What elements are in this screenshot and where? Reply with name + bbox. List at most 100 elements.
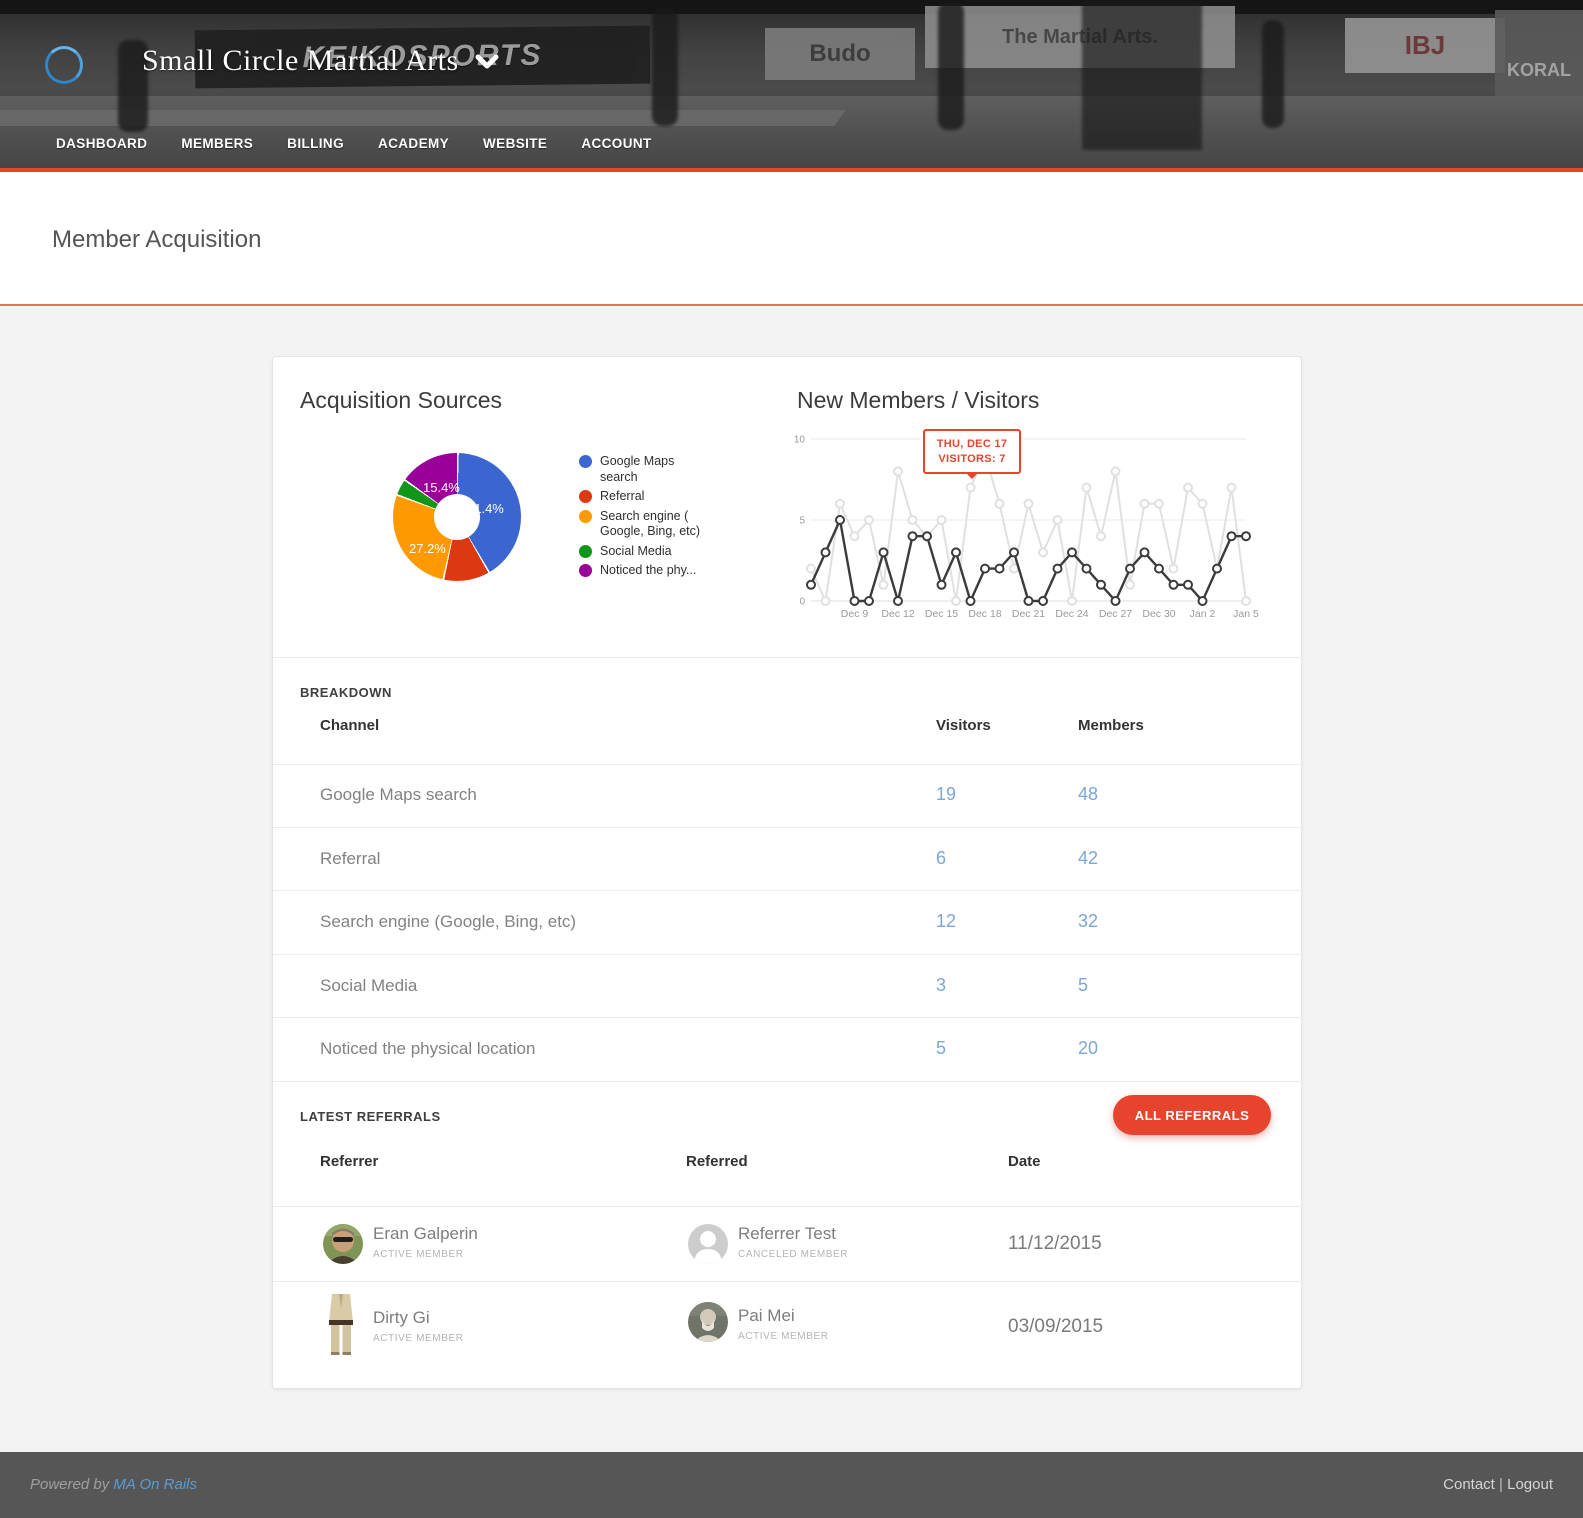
breakdown-row-referral: Referral 6 42 [273,828,1303,891]
nav-item-academy[interactable]: ACADEMY [377,136,450,151]
breakdown-row-social-media: Social Media 3 5 [273,955,1303,1018]
channel-label: Social Media [320,975,418,995]
referred-name: Referrer Test [738,1224,836,1243]
chevron-down-icon [475,54,499,68]
visitors-count-link[interactable]: 12 [936,911,957,931]
header-photo-floor [0,96,1583,168]
breakdown-section-label: BREAKDOWN [300,685,392,700]
svg-text:0: 0 [799,597,805,608]
svg-text:Dec 9: Dec 9 [841,608,869,620]
pie-donut-hole [434,494,480,540]
visitors-count-link[interactable]: 3 [936,974,947,995]
header-photo-figure [1262,20,1284,128]
svg-text:Dec 27: Dec 27 [1099,608,1132,620]
all-referrals-button[interactable]: ALL REFERRALS [1113,1095,1271,1135]
svg-text:10: 10 [794,435,806,446]
column-header-date: Date [1008,1153,1041,1170]
members-count-link[interactable]: 5 [1078,974,1089,995]
new-members-visitors-line-chart: 0 5 10 Dec 9 Dec 12 Dec 15 Dec 18 Dec 21 Dec 24 D… [794,435,1259,621]
legend-dot-icon [579,455,592,468]
tooltip-value: VISITORS: 7 [938,453,1006,465]
svg-text:Dec 21: Dec 21 [1012,608,1045,620]
chart-tooltip: THU, DEC 17 VISITORS: 7 [923,429,1021,479]
sources-chart-title: Acquisition Sources [300,387,502,413]
visitors-count-link[interactable]: 6 [936,847,947,868]
visitors-count-link[interactable]: 19 [936,784,957,804]
header-photo-figure [938,2,964,130]
referral-date: 11/12/2015 [1008,1233,1102,1254]
header-photo-figure [1082,0,1202,150]
pie-label-noticed: 15.4% [423,480,460,495]
contact-link[interactable]: Contact [1443,1476,1495,1493]
column-header-referrer: Referrer [320,1153,379,1170]
legend-dot-icon [579,509,592,523]
referred-avatar [688,1224,728,1264]
pie-label-search-engine: 27.2% [409,541,446,556]
svg-text:Dec 24: Dec 24 [1055,608,1088,620]
header-photo-figure [652,8,678,126]
members-count-link[interactable]: 42 [1078,847,1099,868]
referrer-status: ACTIVE MEMBER [373,1249,464,1260]
svg-text:Dec 15: Dec 15 [925,608,958,620]
member-acquisition-card: Acquisition Sources New Members / Visito… [272,356,1303,1389]
visitors-count-link[interactable]: 5 [936,1038,947,1058]
column-header-referred: Referred [686,1153,748,1170]
channel-label: Search engine (Google, Bing, etc) [320,912,577,931]
powered-by: Powered by MA On Rails [30,1476,197,1493]
svg-text:5: 5 [799,516,805,527]
nav-item-billing[interactable]: BILLING [287,136,344,151]
nav-item-account[interactable]: ACCOUNT [581,136,652,151]
tooltip-arrow [965,472,979,486]
header-photo-overlay [0,0,1583,168]
referred-status: ACTIVE MEMBER [738,1331,829,1342]
legend-item-referral: Referral [579,489,701,505]
referred-name: Pai Mei [738,1306,795,1325]
breakdown-row-search-engine: Search engine (Google, Bing, etc) 12 32 [273,891,1303,955]
referrer-status: ACTIVE MEMBER [373,1333,464,1344]
legend-item-google-maps: Google Maps search [579,454,701,485]
svg-text:Dec 18: Dec 18 [968,608,1001,620]
gi-uniform-photo [329,1294,353,1355]
svg-text:Jan 2: Jan 2 [1190,608,1216,620]
breakdown-row-google-maps: Google Maps search 19 48 [273,764,1303,828]
nav-item-members[interactable]: MEMBERS [181,136,254,151]
legend-item-search-engine: Search engine ( Google, Bing, etc) [579,509,701,540]
org-logo[interactable] [45,46,83,84]
acquisition-sources-pie-chart: 41.4% 27.2% 15.4% [393,453,521,581]
timeline-chart-title: New Members / Visitors [797,387,1040,413]
referral-date: 03/09/2015 [1008,1316,1104,1337]
nav-item-website[interactable]: WEBSITE [483,136,548,151]
referrer-avatar [323,1224,363,1264]
members-count-link[interactable]: 32 [1078,911,1099,931]
section-divider [273,657,1303,658]
column-header-visitors: Visitors [936,717,991,734]
legend-item-noticed: Noticed the phy... [579,563,701,579]
header-banner: KEIKOSPORTS Budo The Martial Arts. IBJ K… [0,0,1583,172]
channel-label: Google Maps search [320,785,477,804]
table-divider [273,764,1303,765]
eran-galperin-photo [323,1224,363,1264]
members-count-link[interactable]: 48 [1078,784,1099,804]
referral-row: Eran Galperin ACTIVE MEMBER Referrer Tes… [273,1206,1303,1281]
legend-dot-icon [579,490,592,503]
members-count-link[interactable]: 20 [1078,1038,1099,1058]
default-person-icon [688,1224,728,1264]
main-nav: DASHBOARD MEMBERS BILLING ACADEMY WEBSIT… [56,136,652,151]
ma-on-rails-link[interactable]: MA On Rails [113,1476,198,1493]
org-switcher[interactable]: Small Circle Martial Arts [142,44,499,78]
referrer-name: Eran Galperin [373,1224,478,1243]
column-header-members: Members [1078,717,1144,734]
logout-link[interactable]: Logout [1507,1476,1553,1493]
footer-separator: | [1499,1476,1503,1493]
svg-text:Dec 30: Dec 30 [1142,608,1175,620]
footer-links: Contact | Logout [1443,1476,1553,1493]
footer: Powered by MA On Rails Contact | Logout [0,1452,1583,1518]
referred-status: CANCELED MEMBER [738,1249,849,1260]
header-photo-figure [118,40,148,132]
org-name: Small Circle Martial Arts [142,44,459,77]
header-photo-banner-budo: Budo [765,28,915,80]
breakdown-row-noticed: Noticed the physical location 5 20 [273,1018,1303,1082]
pai-mei-photo [688,1302,728,1342]
nav-item-dashboard[interactable]: DASHBOARD [56,136,148,151]
svg-text:Jan 5: Jan 5 [1233,608,1259,620]
